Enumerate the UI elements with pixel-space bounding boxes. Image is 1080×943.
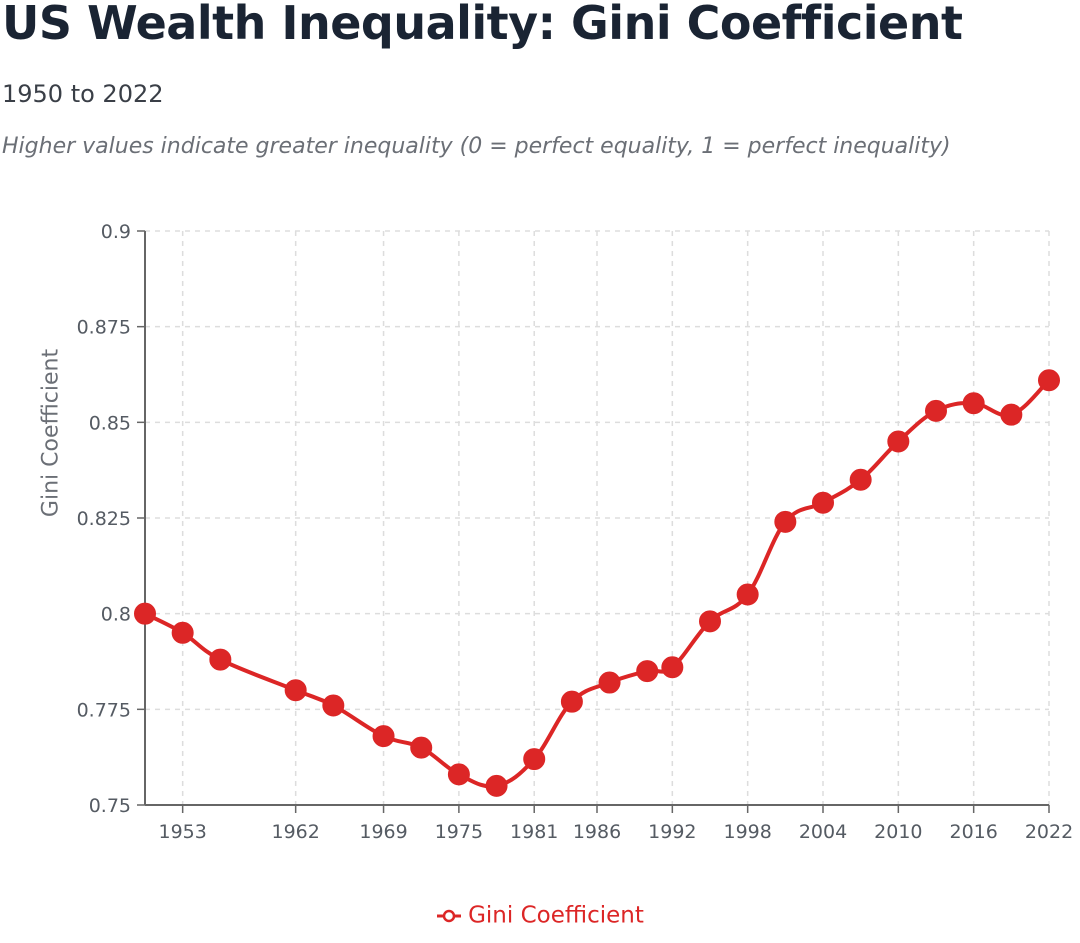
data-point: [736, 583, 759, 606]
legend-label: Gini Coefficient: [468, 902, 644, 929]
legend-marker-icon: [437, 909, 462, 922]
y-tick-label: 0.9: [101, 221, 131, 243]
x-tick-label: 1992: [648, 821, 696, 843]
data-point: [774, 510, 797, 533]
x-tick-label: 2010: [874, 821, 922, 843]
line-chart: 0.75 0.775 0.8 0.825 0.85 0.875 0.9 1953 1962 196…: [39, 221, 1074, 843]
data-point: [560, 690, 583, 713]
y-tick-label: 0.825: [77, 508, 131, 530]
x-tick-label: 1969: [359, 821, 407, 843]
data-point: [925, 399, 947, 422]
chart-subtitle: 1950 to 2022: [2, 80, 164, 108]
x-tick-label: 1986: [573, 821, 621, 843]
data-point: [661, 656, 684, 679]
data-point: [485, 774, 508, 797]
axis-layer: 0.75 0.775 0.8 0.825 0.85 0.875 0.9 1953 1962 196…: [77, 221, 1074, 843]
data-point: [372, 725, 395, 748]
grid-layer: [144, 230, 1050, 805]
chart-note: Higher values indicate greater inequalit…: [2, 134, 951, 159]
data-point: [523, 748, 546, 771]
y-axis-title: Gini Coefficient: [39, 349, 64, 518]
data-point: [887, 430, 910, 453]
data-point: [410, 736, 433, 759]
data-point: [598, 671, 621, 694]
y-tick-label: 0.85: [89, 412, 131, 434]
data-point: [447, 763, 470, 786]
chart-title: US Wealth Inequality: Gini Coefficient: [2, 0, 963, 50]
x-tick-label: 2022: [1025, 821, 1073, 843]
data-point: [849, 468, 872, 491]
data-point: [209, 648, 232, 671]
y-tick-label: 0.775: [77, 699, 131, 721]
legend[interactable]: Gini Coefficient: [0, 902, 1080, 929]
x-tick-label: 2016: [949, 821, 997, 843]
data-point: [1038, 369, 1060, 392]
x-tick-label: 1953: [158, 821, 206, 843]
data-point: [699, 610, 721, 633]
data-point: [171, 621, 194, 644]
data-point: [284, 679, 307, 702]
x-tick-label: 2004: [799, 821, 847, 843]
x-tick-label: 1998: [723, 821, 771, 843]
series-layer: [134, 369, 1060, 797]
data-point: [636, 660, 659, 683]
data-point: [1000, 403, 1023, 426]
data-point: [134, 602, 156, 625]
data-point: [322, 694, 345, 717]
y-tick-label: 0.8: [101, 604, 131, 626]
data-point: [812, 491, 834, 514]
x-tick-label: 1981: [510, 821, 558, 843]
data-point: [962, 392, 985, 415]
x-tick-label: 1975: [435, 821, 483, 843]
y-tick-label: 0.75: [89, 795, 131, 817]
y-tick-label: 0.875: [77, 317, 131, 339]
x-tick-label: 1962: [271, 821, 319, 843]
